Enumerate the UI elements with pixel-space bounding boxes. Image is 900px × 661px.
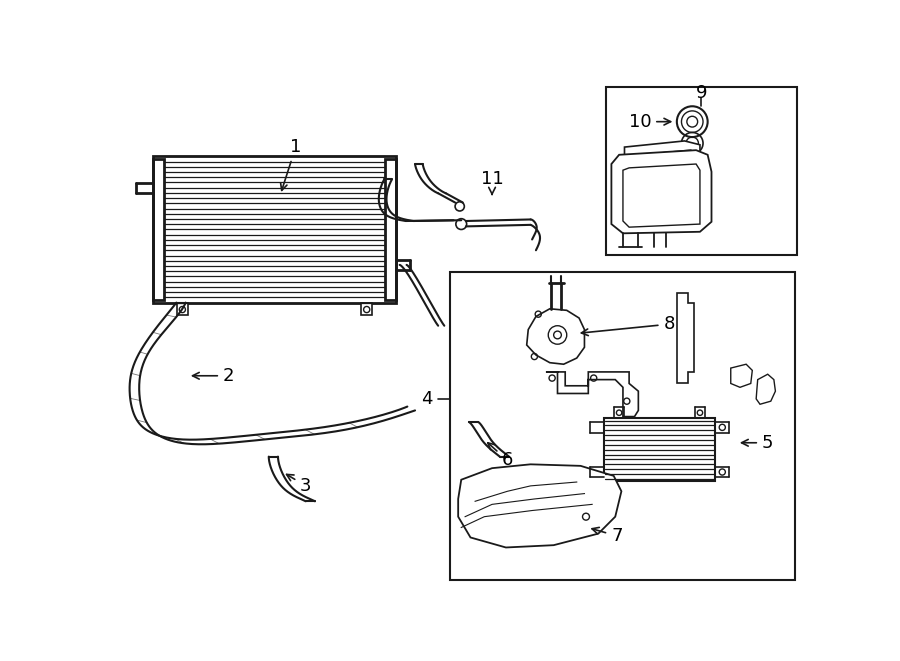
Text: 2: 2: [193, 367, 235, 385]
Text: 5: 5: [742, 434, 773, 451]
Circle shape: [554, 331, 562, 339]
Polygon shape: [153, 159, 164, 299]
Text: 9: 9: [696, 84, 707, 102]
Polygon shape: [177, 303, 188, 315]
Text: 3: 3: [286, 475, 311, 495]
Text: 7: 7: [592, 527, 623, 545]
Polygon shape: [677, 293, 694, 383]
Polygon shape: [756, 374, 776, 405]
Polygon shape: [526, 309, 584, 364]
Polygon shape: [458, 464, 621, 547]
Text: 1: 1: [281, 138, 302, 190]
Polygon shape: [385, 159, 396, 299]
Polygon shape: [731, 364, 752, 387]
Polygon shape: [625, 141, 700, 156]
Text: 6: 6: [488, 443, 513, 469]
Text: 11: 11: [481, 171, 503, 194]
Polygon shape: [361, 303, 372, 315]
Polygon shape: [546, 372, 638, 416]
Text: 10: 10: [628, 112, 670, 131]
Text: 8: 8: [581, 315, 675, 336]
Text: 4: 4: [421, 390, 433, 408]
Polygon shape: [611, 150, 712, 233]
